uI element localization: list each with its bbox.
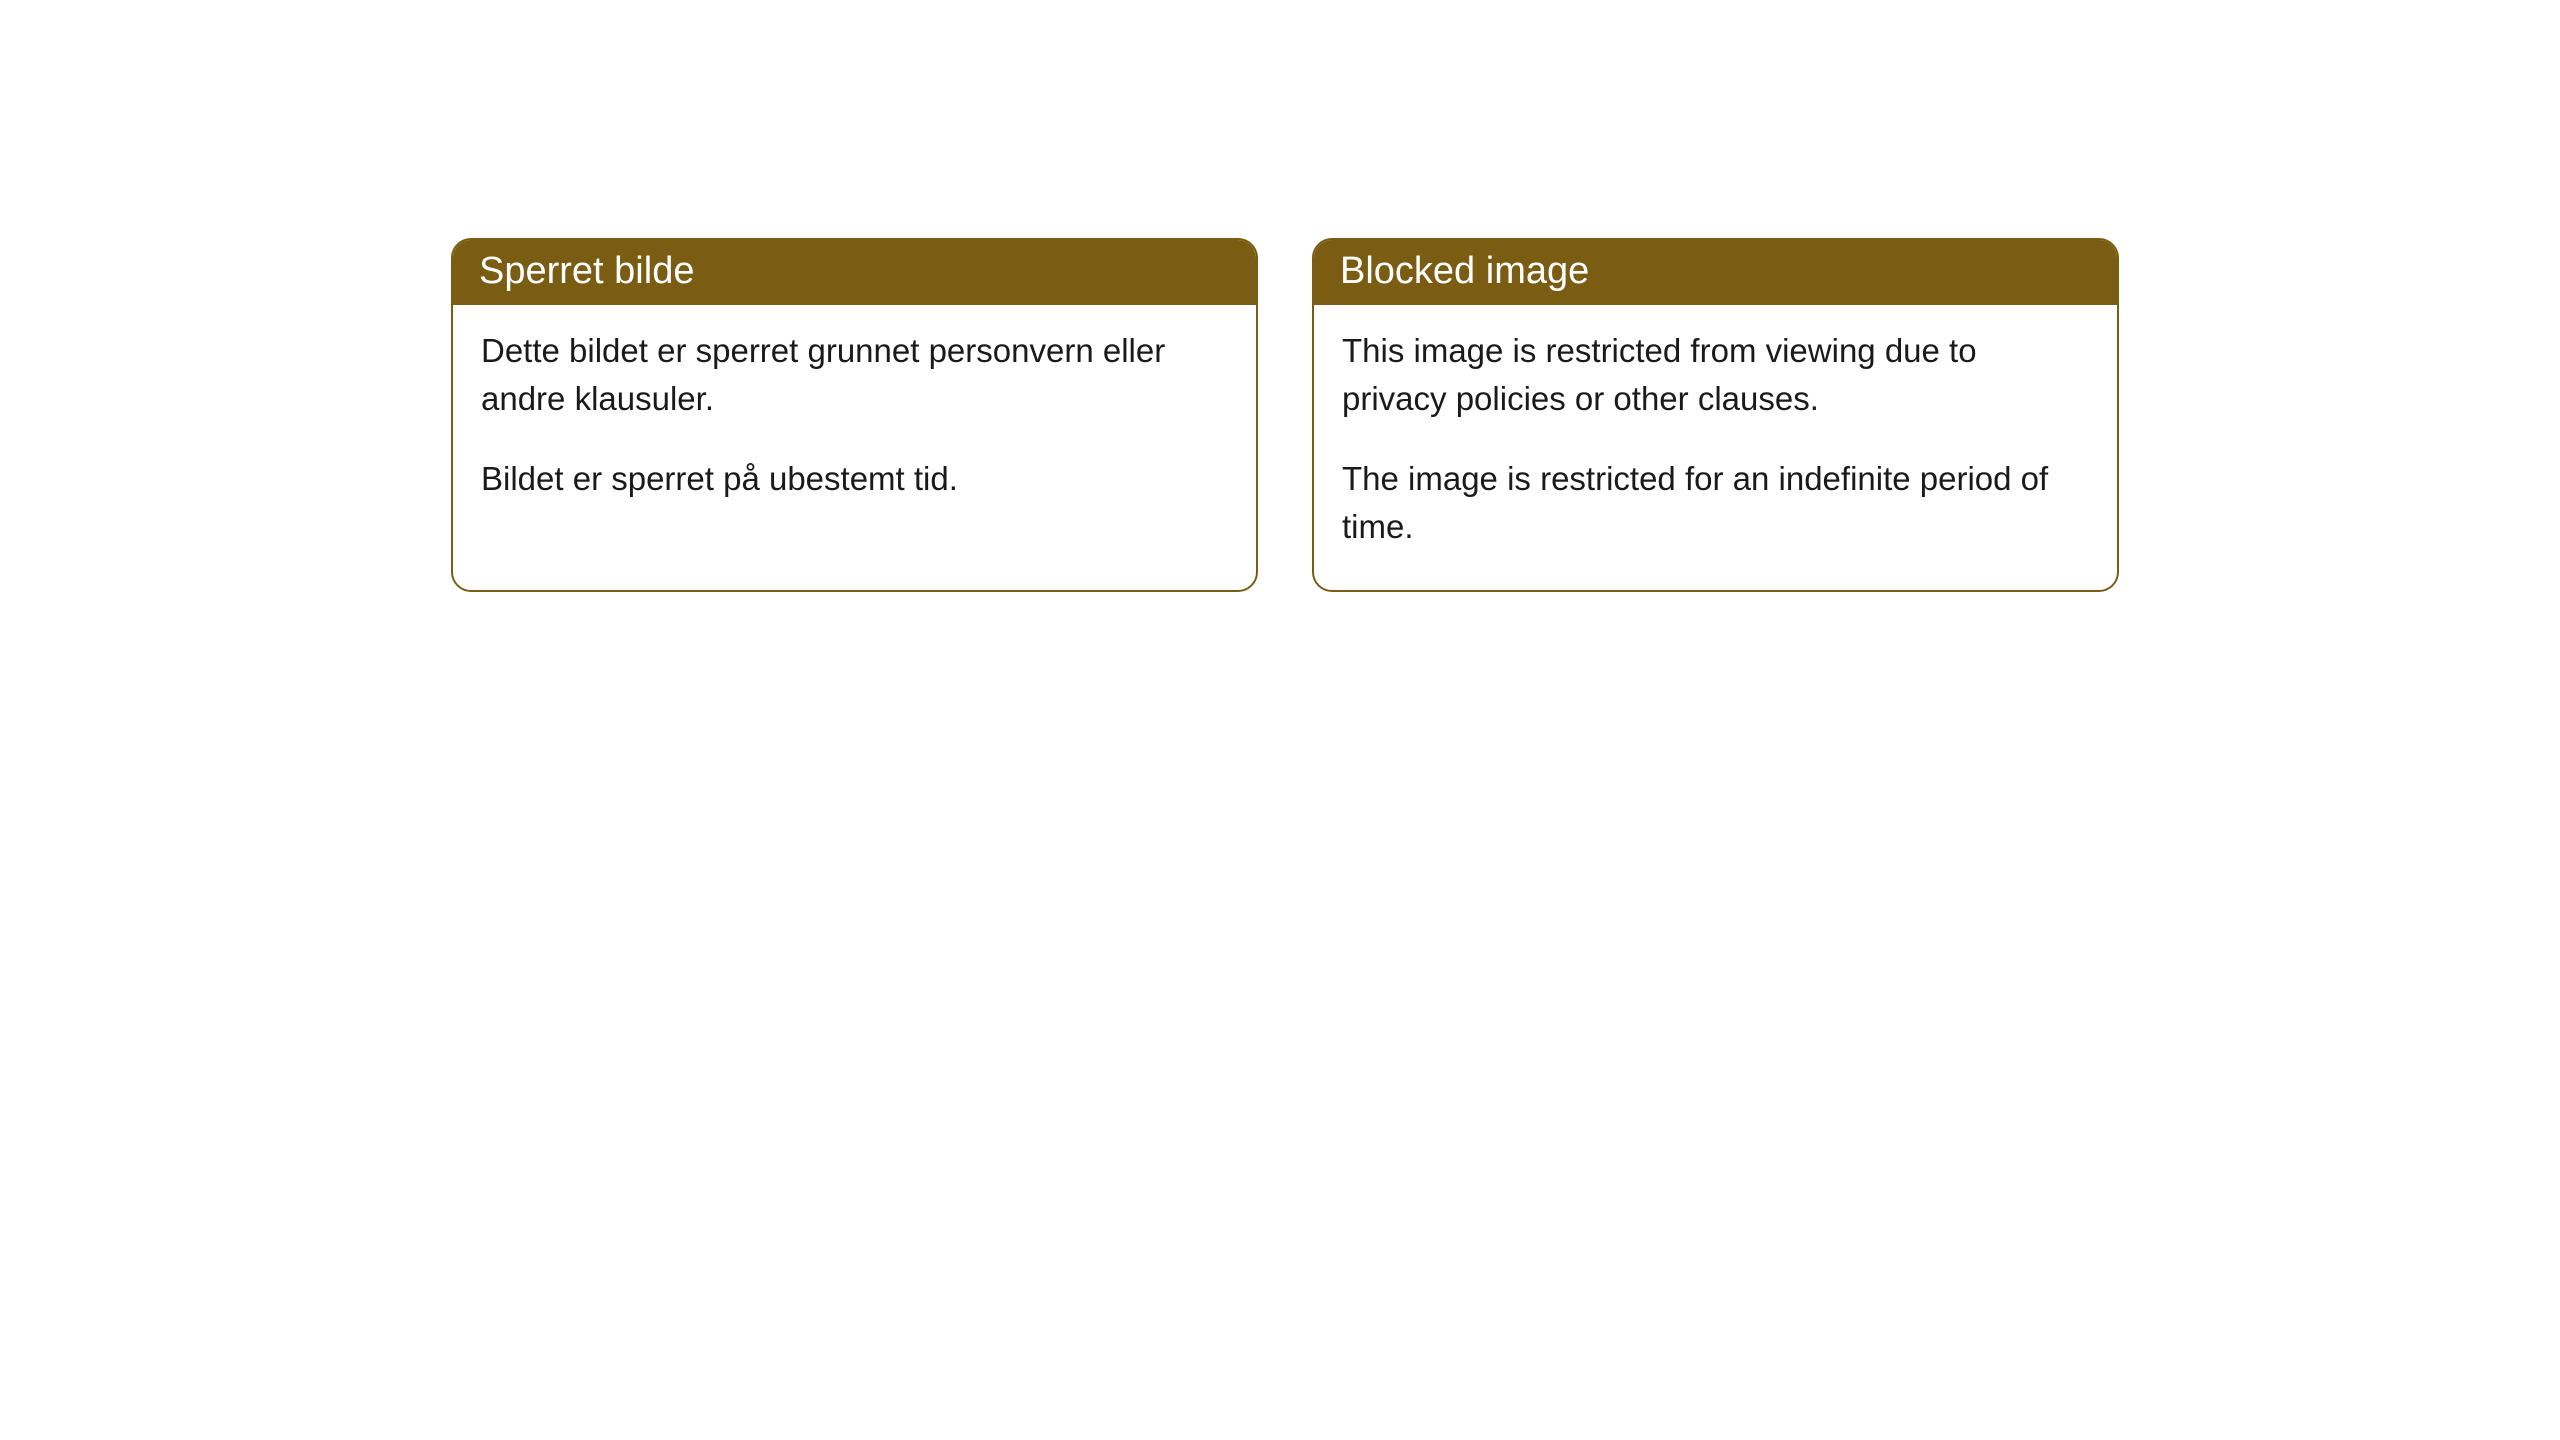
card-header-norwegian: Sperret bilde [453,240,1256,305]
blocked-image-card-norwegian: Sperret bilde Dette bildet er sperret gr… [451,238,1258,592]
card-paragraph: This image is restricted from viewing du… [1342,327,2089,423]
card-paragraph: Dette bildet er sperret grunnet personve… [481,327,1228,423]
card-title: Sperret bilde [479,250,694,292]
card-body-norwegian: Dette bildet er sperret grunnet personve… [453,305,1256,543]
card-body-english: This image is restricted from viewing du… [1314,305,2117,590]
card-title: Blocked image [1340,250,1589,292]
blocked-image-card-english: Blocked image This image is restricted f… [1312,238,2119,592]
notice-cards-container: Sperret bilde Dette bildet er sperret gr… [451,238,2119,592]
card-header-english: Blocked image [1314,240,2117,305]
card-paragraph: Bildet er sperret på ubestemt tid. [481,455,1228,503]
card-paragraph: The image is restricted for an indefinit… [1342,455,2089,551]
